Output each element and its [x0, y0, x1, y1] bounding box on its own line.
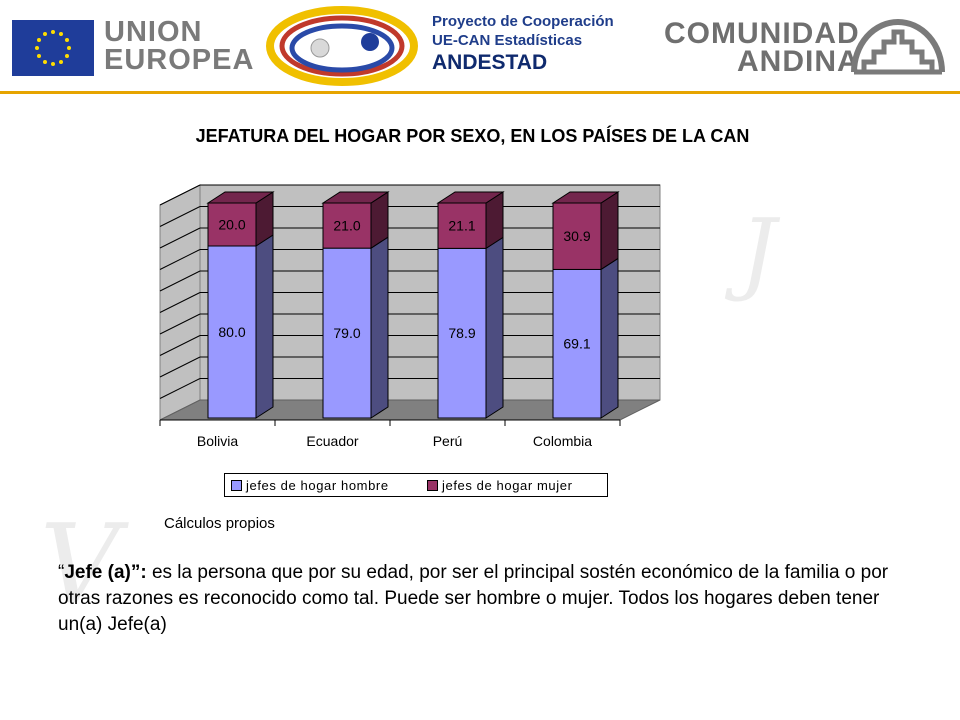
bar-side [370, 236, 389, 419]
legend-swatch-mujer [427, 480, 438, 491]
andestad-logo-icon [266, 6, 418, 86]
gridline [159, 292, 201, 313]
legend-label-mujer: jefes de hogar mujer [442, 478, 573, 493]
project-title: Proyecto de Cooperación UE-CAN Estadísti… [432, 13, 614, 74]
bar-top [321, 191, 390, 204]
data-label: 78.9 [448, 325, 475, 341]
x-tick-label-colombia: Colombia [533, 433, 592, 449]
bar-ecuador-mujer [322, 202, 372, 249]
x-tick-label-ecuador: Ecuador [306, 433, 358, 449]
stacked-bar-chart: 80.0 20.0 Bolivia 79.0 21.0 Ecuador 78.9 21.1 Pe… [159, 184, 661, 449]
definition-term: Jefe (a)”: [64, 562, 147, 583]
gridline [159, 249, 201, 270]
header: UNION EUROPEA Proyecto de Cooperación UE… [0, 0, 960, 94]
data-label: 21.0 [333, 218, 360, 234]
data-label: 79.0 [333, 325, 360, 341]
data-label: 69.1 [563, 336, 590, 352]
bar-bolivia-mujer [207, 202, 257, 247]
gridline [159, 270, 201, 292]
gridline [159, 335, 201, 356]
legend-item-hombre: jefes de hogar hombre [231, 478, 389, 493]
bar-side [600, 257, 619, 419]
x-tick-label-perú: Perú [433, 433, 463, 449]
bar-side [485, 236, 504, 419]
bar-ecuador-hombre [322, 247, 372, 419]
bar-side [600, 191, 619, 271]
bar-side [255, 234, 274, 419]
definition-quote: “ [58, 562, 65, 583]
gridline [159, 313, 201, 335]
gridline [159, 378, 201, 399]
bar-bolivia-hombre [207, 245, 257, 419]
can-logo-text: COMUNIDAD ANDINA [664, 17, 860, 78]
chart-legend: jefes de hogar hombre jefes de hogar muj… [224, 473, 608, 497]
data-label: 30.9 [563, 228, 590, 244]
gridline [159, 206, 201, 227]
eu-flag-icon [12, 20, 94, 76]
x-tick-label-bolivia: Bolivia [197, 433, 238, 449]
legend-swatch-hombre [231, 480, 242, 491]
gridline [159, 184, 201, 206]
bar-colombia-mujer [552, 202, 602, 270]
gridline [159, 356, 201, 378]
gridline [159, 227, 201, 249]
bar-top [436, 191, 505, 204]
legend-item-mujer: jefes de hogar mujer [427, 478, 573, 493]
bar-top [206, 191, 275, 204]
comunidad-andina-logo-icon [851, 19, 945, 75]
watermark-script: J [740, 200, 777, 305]
source-note: Cálculos propios [164, 515, 275, 532]
definition-body: es la persona que por su edad, por ser e… [58, 562, 889, 635]
header-rule [0, 91, 960, 94]
definition-text: “Jefe (a)”: es la persona que por su eda… [58, 560, 908, 638]
eu-logo-text: UNION EUROPEA [104, 16, 255, 76]
legend-label-hombre: jefes de hogar hombre [246, 478, 389, 493]
data-label: 20.0 [218, 217, 245, 233]
data-label: 21.1 [448, 218, 475, 234]
bar-perú-mujer [437, 202, 487, 249]
bar-colombia-hombre [552, 268, 602, 419]
chart-title: JEFATURA DEL HOGAR POR SEXO, EN LOS PAÍS… [195, 126, 750, 146]
data-label: 80.0 [218, 324, 245, 340]
bar-top [551, 191, 620, 204]
